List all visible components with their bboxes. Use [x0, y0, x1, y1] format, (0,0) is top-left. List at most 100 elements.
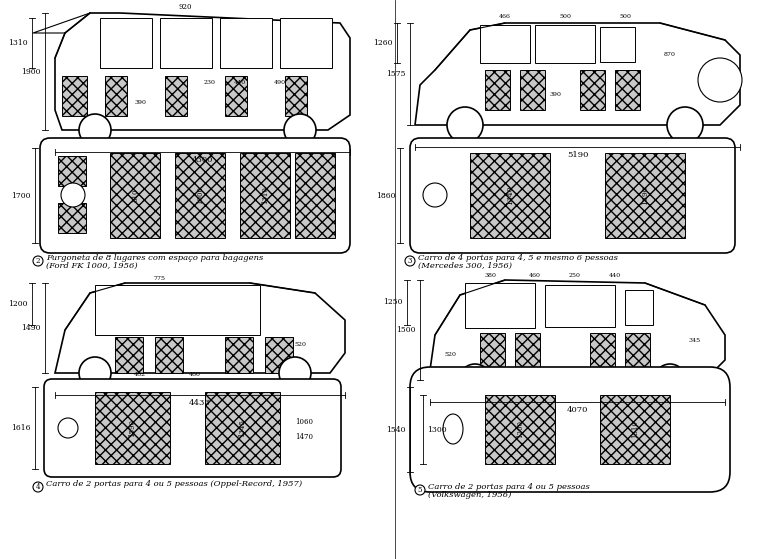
Circle shape: [405, 256, 415, 266]
Text: 462: 462: [134, 372, 146, 377]
Circle shape: [284, 114, 316, 146]
Bar: [220, 18, 272, 68]
Bar: [600, 395, 670, 464]
Polygon shape: [415, 23, 740, 125]
Text: 490: 490: [274, 80, 286, 86]
Bar: [590, 333, 615, 371]
Bar: [485, 70, 510, 110]
Bar: [95, 392, 170, 464]
Text: 1700: 1700: [12, 192, 31, 200]
Bar: [175, 153, 225, 238]
Text: 1540: 1540: [386, 425, 406, 433]
Bar: [58, 203, 86, 233]
Text: 460: 460: [189, 372, 201, 377]
Circle shape: [33, 482, 43, 492]
Bar: [480, 333, 505, 371]
Text: (Volkswagen, 1956): (Volkswagen, 1956): [428, 491, 511, 499]
Circle shape: [79, 357, 111, 389]
Text: 1340: 1340: [506, 185, 514, 205]
Bar: [545, 285, 615, 327]
Circle shape: [415, 485, 425, 495]
Text: 1490: 1490: [22, 324, 41, 332]
Circle shape: [279, 357, 311, 389]
Bar: [205, 392, 280, 464]
Text: 440: 440: [234, 80, 246, 86]
Text: 230: 230: [204, 80, 216, 86]
Bar: [58, 156, 86, 186]
Text: 1390: 1390: [641, 185, 649, 205]
Text: 1860: 1860: [377, 192, 396, 200]
Text: 1260: 1260: [374, 39, 393, 47]
Bar: [580, 70, 605, 110]
Text: 1310: 1310: [631, 420, 639, 438]
Bar: [165, 76, 187, 116]
Text: 380: 380: [484, 273, 496, 278]
Text: 1900: 1900: [22, 68, 41, 75]
Polygon shape: [55, 13, 350, 130]
Text: 810: 810: [131, 188, 139, 202]
Text: 520: 520: [294, 343, 306, 348]
Circle shape: [654, 364, 686, 396]
Text: 250: 250: [569, 273, 581, 278]
Bar: [470, 153, 550, 238]
Bar: [625, 290, 653, 325]
Text: Carro de 2 portas para 4 ou 5 pessoas: Carro de 2 portas para 4 ou 5 pessoas: [428, 483, 590, 491]
Bar: [615, 70, 640, 110]
Bar: [625, 333, 650, 371]
Text: 1250: 1250: [384, 299, 403, 306]
Text: 4433: 4433: [189, 399, 211, 407]
Text: (Ford FK 1000, 1956): (Ford FK 1000, 1956): [46, 262, 138, 270]
Ellipse shape: [443, 414, 463, 444]
Circle shape: [667, 107, 703, 143]
Text: 1200: 1200: [516, 420, 524, 438]
Bar: [515, 333, 540, 371]
Text: 1310: 1310: [261, 186, 269, 204]
Text: 1300: 1300: [427, 425, 447, 433]
Text: Furgoneta de 8 lugares com espaço para bagagens: Furgoneta de 8 lugares com espaço para b…: [46, 254, 263, 262]
Bar: [600, 27, 635, 62]
Text: 920: 920: [178, 3, 192, 11]
FancyBboxPatch shape: [410, 367, 730, 492]
Text: Carro de 4 portas para 4, 5 e mesmo 6 pessoas: Carro de 4 portas para 4, 5 e mesmo 6 pe…: [418, 254, 618, 262]
Text: 500: 500: [559, 14, 571, 19]
Bar: [535, 25, 595, 63]
Circle shape: [423, 183, 447, 207]
Text: 4070: 4070: [566, 406, 588, 414]
Bar: [520, 70, 545, 110]
Bar: [465, 283, 535, 328]
Bar: [265, 337, 293, 373]
Bar: [280, 18, 332, 68]
Bar: [100, 18, 152, 68]
Text: 4300: 4300: [192, 156, 213, 164]
FancyBboxPatch shape: [40, 138, 350, 253]
Text: 460: 460: [529, 273, 541, 278]
Bar: [225, 76, 247, 116]
Text: 2: 2: [36, 257, 40, 265]
Text: 775: 775: [154, 276, 166, 281]
Bar: [115, 337, 143, 373]
Text: 1000: 1000: [196, 186, 204, 204]
Text: 345: 345: [689, 338, 701, 343]
Bar: [285, 76, 307, 116]
Bar: [605, 153, 685, 238]
Bar: [105, 76, 127, 116]
Circle shape: [58, 418, 78, 438]
Text: 5190: 5190: [566, 151, 588, 159]
Bar: [95, 285, 260, 335]
Circle shape: [698, 58, 742, 102]
Bar: [240, 153, 290, 238]
Circle shape: [459, 364, 491, 396]
Text: 4: 4: [36, 483, 40, 491]
Bar: [295, 153, 335, 238]
Text: 1590: 1590: [128, 419, 136, 437]
Text: Carro de 2 portas para 4 ou 5 pessoas (Oppel-Record, 1957): Carro de 2 portas para 4 ou 5 pessoas (O…: [46, 480, 302, 488]
Text: 520: 520: [444, 353, 456, 358]
Text: 1310: 1310: [9, 39, 28, 47]
Text: 440: 440: [609, 273, 621, 278]
Text: 466: 466: [499, 14, 511, 19]
Circle shape: [33, 256, 43, 266]
Bar: [155, 337, 183, 373]
Bar: [480, 25, 530, 63]
Text: 870: 870: [664, 53, 676, 58]
Text: 500: 500: [619, 14, 631, 19]
